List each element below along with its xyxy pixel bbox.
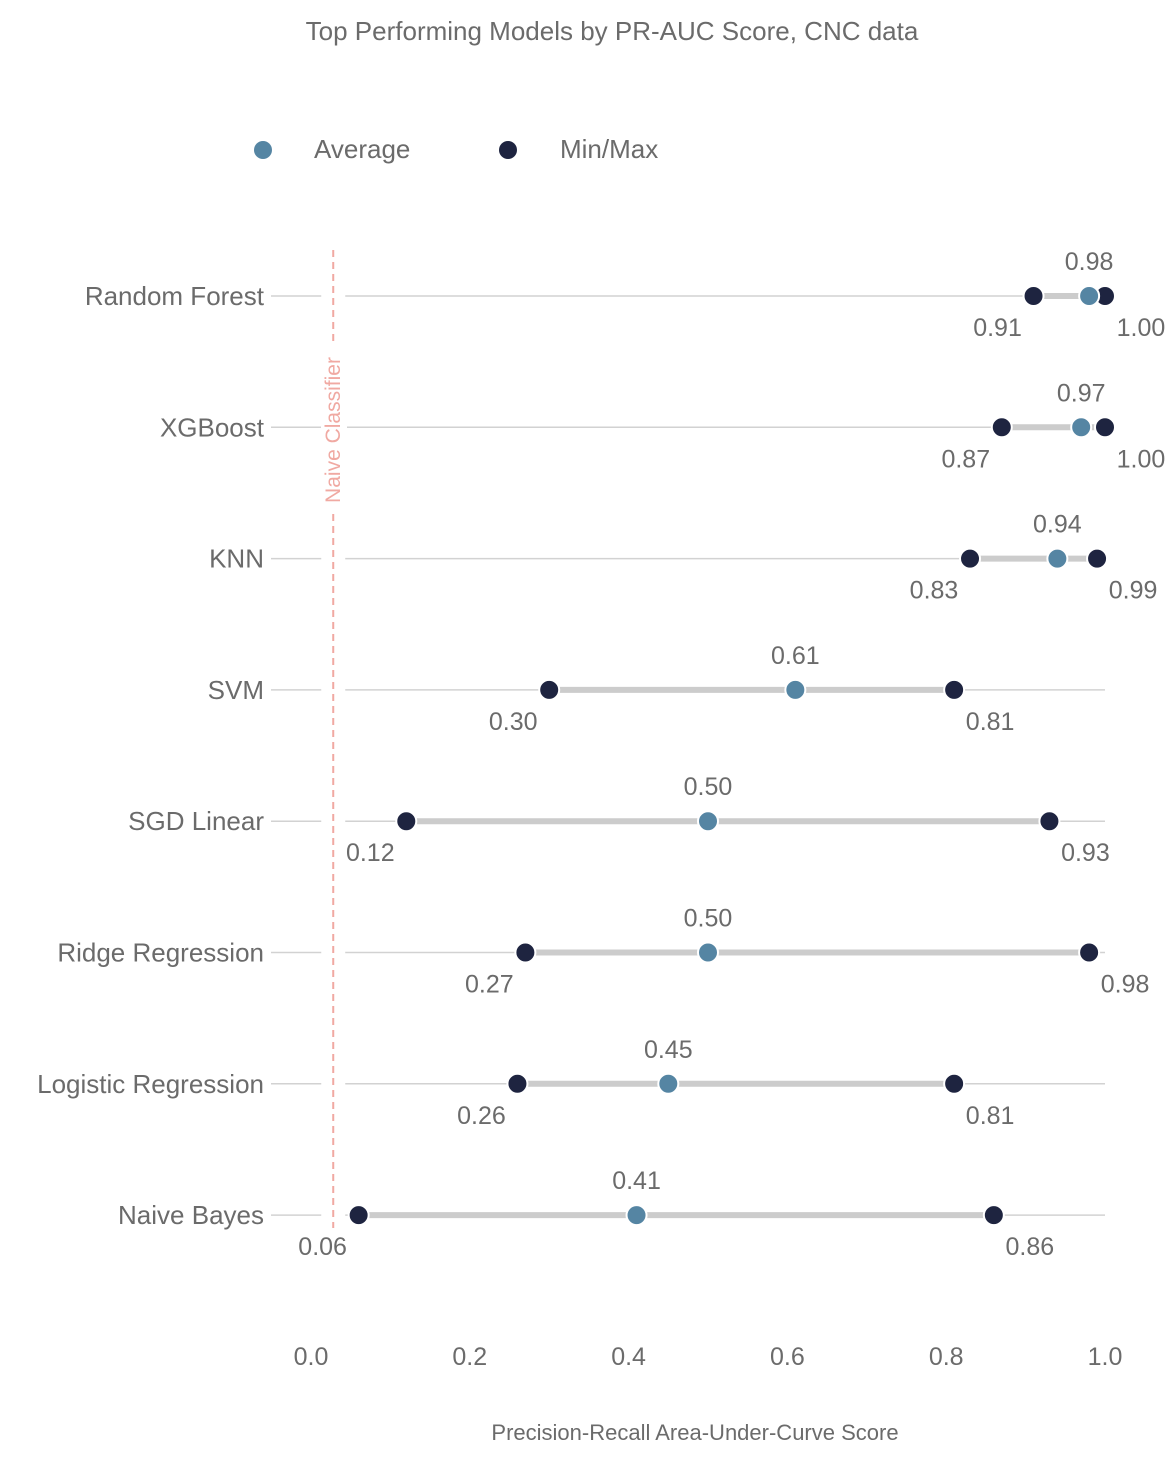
category-label: KNN <box>209 544 264 574</box>
row-4: SGD Linear 0.50 0.12 0.93 <box>128 773 1110 867</box>
min-point <box>538 678 561 701</box>
chart-rows: Random Forest 0.98 0.91 1.00 XGBoost 0.97 0.87… <box>37 248 1165 1261</box>
average-point <box>625 1204 648 1227</box>
max-value-label: 1.00 <box>1117 445 1166 473</box>
x-tick-label: 0.8 <box>929 1343 964 1371</box>
min-point <box>395 810 418 833</box>
row-7: Naive Bayes 0.41 0.06 0.86 <box>118 1167 1105 1261</box>
max-point <box>1086 547 1109 570</box>
min-value-label: 0.30 <box>489 708 538 736</box>
x-axis-ticks: 0.0 0.2 0.4 0.6 0.8 1.0 <box>294 1343 1123 1371</box>
x-tick-label: 0.6 <box>770 1343 805 1371</box>
min-value-label: 0.06 <box>298 1233 347 1261</box>
row-6: Logistic Regression 0.45 0.26 0.81 <box>37 1036 1105 1130</box>
max-value-label: 0.81 <box>966 708 1015 736</box>
max-point <box>1094 416 1116 439</box>
average-point <box>657 1072 680 1095</box>
row-1: XGBoost 0.97 0.87 1.00 <box>160 379 1165 473</box>
average-point <box>1046 547 1069 570</box>
legend-minmax-marker <box>499 141 517 159</box>
average-point <box>1078 285 1101 307</box>
x-tick-label: 0.4 <box>611 1343 646 1371</box>
min-point <box>959 547 982 570</box>
max-point <box>1038 810 1061 833</box>
min-point <box>514 941 537 964</box>
min-point <box>1022 285 1045 307</box>
x-tick-label: 1.0 <box>1088 1343 1123 1371</box>
max-value-label: 0.86 <box>1006 1233 1055 1261</box>
row-2: KNN 0.94 0.83 0.99 <box>209 511 1157 605</box>
min-value-label: 0.83 <box>910 577 959 605</box>
average-value-label: 0.41 <box>612 1167 661 1195</box>
max-value-label: 0.98 <box>1101 971 1150 999</box>
x-tick-label: 0.2 <box>452 1343 487 1371</box>
min-value-label: 0.91 <box>973 314 1022 342</box>
category-label: SGD Linear <box>128 806 264 836</box>
average-value-label: 0.45 <box>644 1036 693 1064</box>
min-value-label: 0.12 <box>346 839 395 867</box>
average-point <box>697 810 719 833</box>
average-point <box>1070 416 1093 439</box>
max-point <box>943 678 966 701</box>
chart-title: Top Performing Models by PR-AUC Score, C… <box>306 16 919 46</box>
row-0: Random Forest 0.98 0.91 1.00 <box>85 248 1166 342</box>
category-label: Logistic Regression <box>37 1069 264 1099</box>
max-point <box>1078 941 1101 964</box>
average-point <box>697 941 719 964</box>
max-point <box>982 1204 1005 1227</box>
legend: Average Min/Max <box>254 134 658 164</box>
average-value-label: 0.50 <box>684 905 733 933</box>
row-3: SVM 0.61 0.30 0.81 <box>208 642 1105 736</box>
max-point <box>943 1072 966 1095</box>
legend-minmax-label: Min/Max <box>560 134 658 164</box>
baseline-label-group: Naive Classifier <box>321 346 347 514</box>
category-label: Naive Bayes <box>118 1200 264 1230</box>
legend-average-label: Average <box>314 134 410 164</box>
category-label: Ridge Regression <box>57 938 264 968</box>
max-value-label: 1.00 <box>1117 314 1166 342</box>
min-value-label: 0.27 <box>465 971 514 999</box>
min-point <box>347 1204 370 1227</box>
average-value-label: 0.61 <box>771 642 820 670</box>
legend-average-marker <box>254 141 272 159</box>
row-5: Ridge Regression 0.50 0.27 0.98 <box>57 905 1149 999</box>
category-label: XGBoost <box>160 412 265 442</box>
average-point <box>784 678 807 701</box>
min-value-label: 0.26 <box>457 1102 506 1130</box>
category-label: Random Forest <box>85 281 265 311</box>
average-value-label: 0.50 <box>684 773 733 801</box>
category-label: SVM <box>208 675 264 705</box>
max-value-label: 0.99 <box>1109 577 1158 605</box>
x-axis-label: Precision-Recall Area-Under-Curve Score <box>491 1420 898 1445</box>
average-value-label: 0.98 <box>1065 248 1114 276</box>
baseline-label-bg <box>321 346 347 514</box>
average-value-label: 0.94 <box>1033 511 1082 539</box>
min-value-label: 0.87 <box>941 445 990 473</box>
max-value-label: 0.93 <box>1061 839 1110 867</box>
max-value-label: 0.81 <box>966 1102 1015 1130</box>
x-tick-label: 0.0 <box>294 1343 329 1371</box>
baseline-label: Naive Classifier <box>322 357 345 503</box>
min-point <box>990 416 1013 439</box>
min-point <box>506 1072 529 1095</box>
average-value-label: 0.97 <box>1057 379 1106 407</box>
